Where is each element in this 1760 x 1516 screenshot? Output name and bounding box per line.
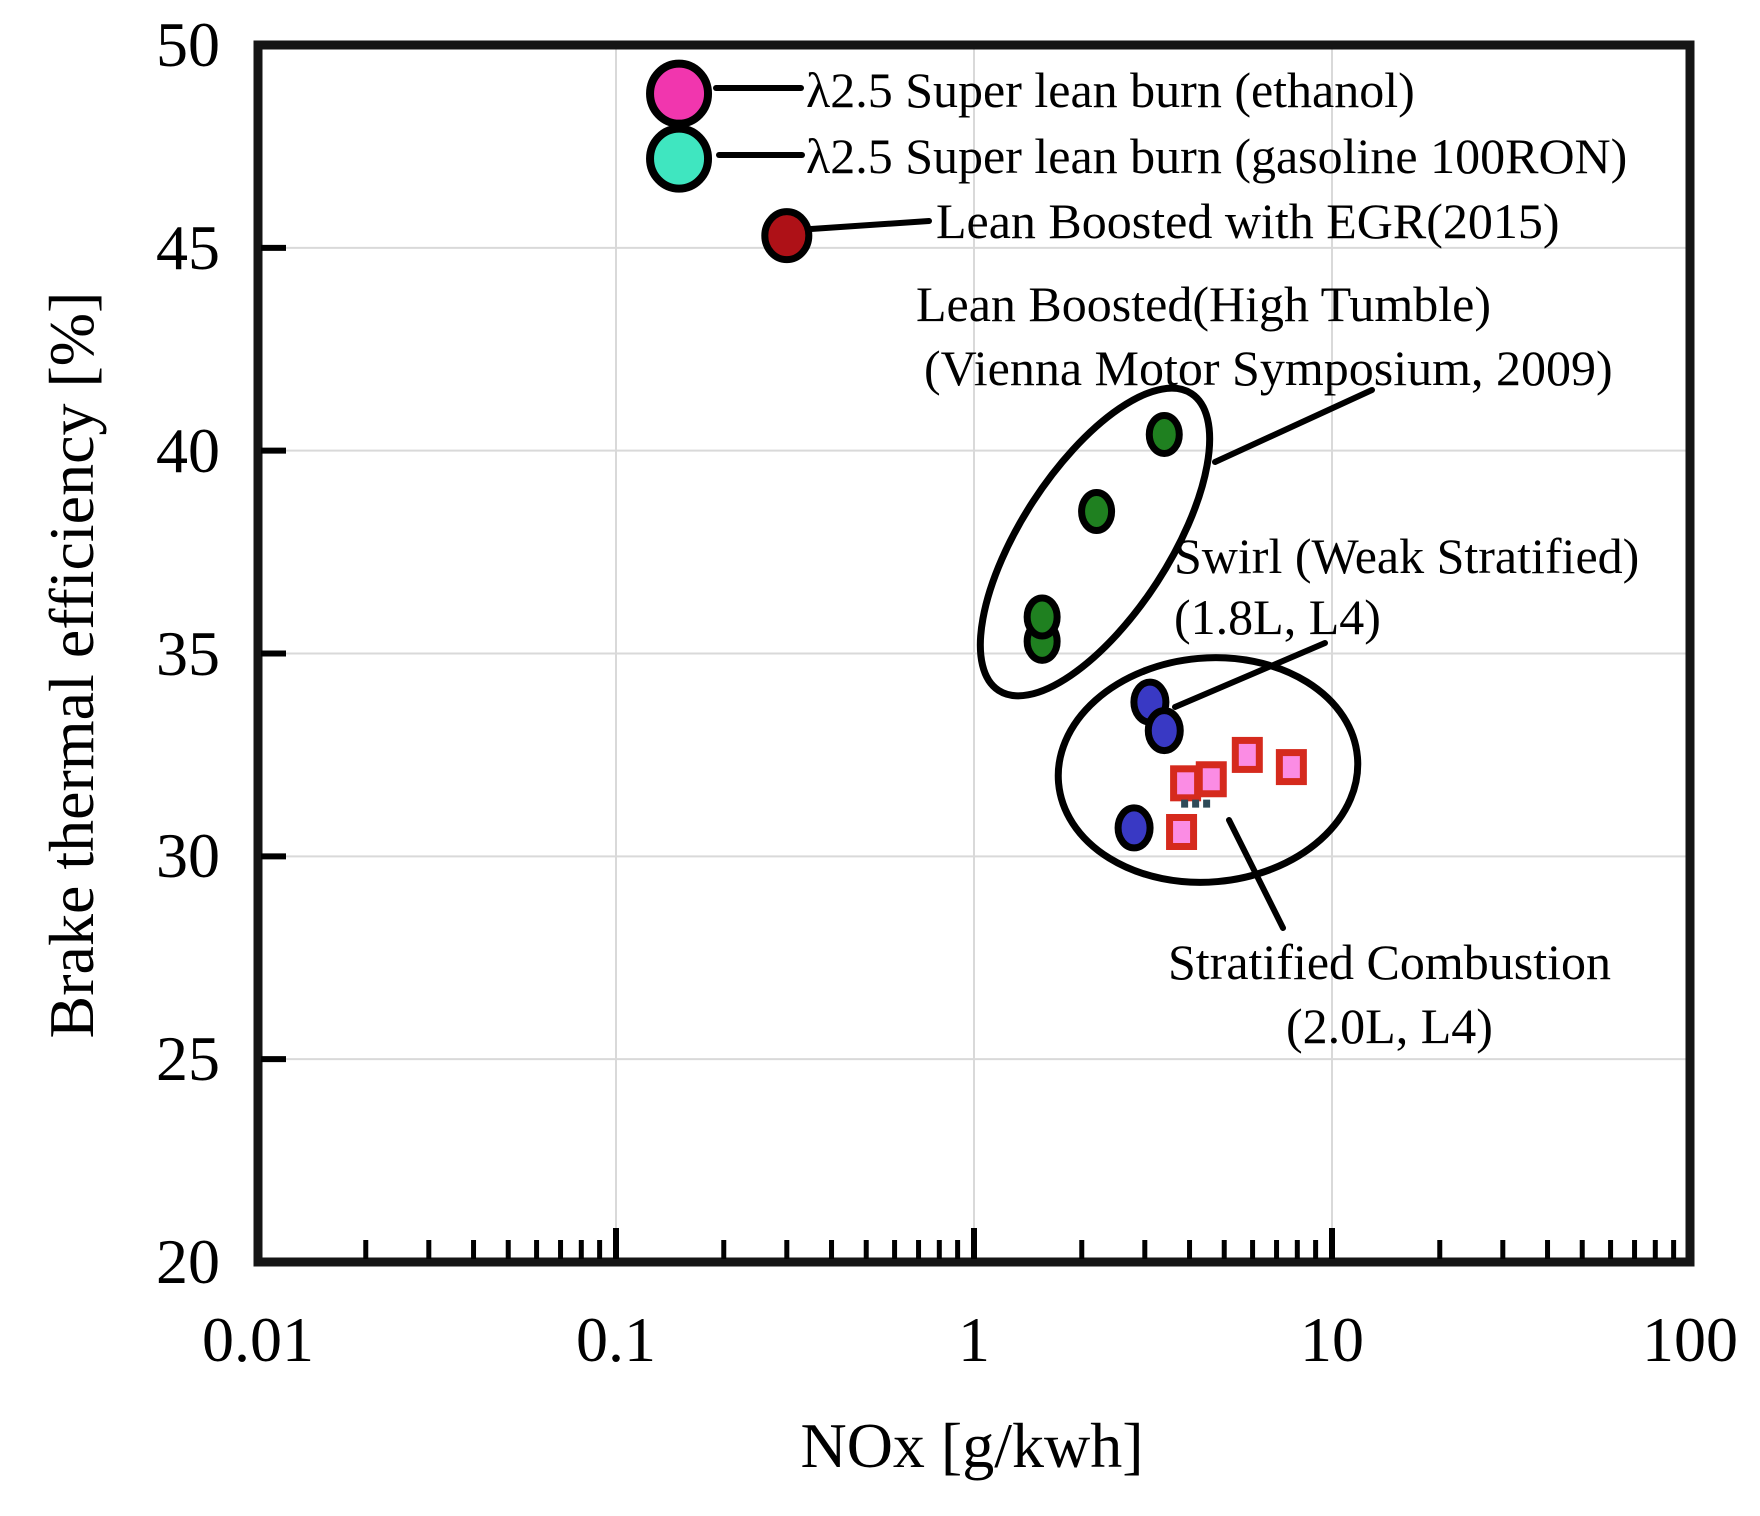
y-tick-label-25: 25 [156, 1023, 220, 1095]
y-tick-label-40: 40 [156, 414, 220, 486]
annotation-lean-boosted-egr: Lean Boosted with EGR(2015) [936, 193, 1560, 249]
x-axis-title: NOx [g/kwh] [800, 1410, 1144, 1481]
annotation-super-lean-burn-ethanol: λ2.5 Super lean burn (ethanol) [806, 62, 1415, 118]
y-tick-label-35: 35 [156, 617, 220, 689]
x-tick-label-100: 100 [1642, 1304, 1738, 1375]
leader-line-lean-boosted-high-tumble [1212, 387, 1375, 465]
annotation-swirl-weak-stratified-line1: Swirl (Weak Stratified) [1174, 528, 1640, 584]
point-stratified-combustion-0 [1170, 765, 1202, 802]
point-egr-0 [761, 208, 813, 264]
x-tick-label-10: 10 [1300, 1304, 1364, 1375]
annotation-super-lean-burn-gasoline: λ2.5 Super lean burn (gasoline 100RON) [806, 128, 1628, 184]
y-tick-label-50: 50 [156, 9, 220, 80]
point-swirl-weak-stratified-2 [1114, 804, 1154, 852]
point-ethanol-0 [646, 59, 713, 128]
point-stratified-combustion-4 [1166, 813, 1198, 850]
plot-border [253, 40, 1695, 1267]
y-tick-label-45: 45 [156, 211, 220, 283]
point-lean-boosted-high-tumble-0 [1145, 411, 1183, 457]
leader-line-stratified-combustion [1226, 817, 1286, 931]
point-stratified-combustion-3 [1275, 749, 1307, 786]
annotation-lean-boosted-high-tumble-line1: Lean Boosted(High Tumble) [916, 276, 1491, 332]
point-swirl-weak-stratified-1 [1144, 707, 1184, 755]
x-tick-label-0.1: 0.1 [576, 1304, 656, 1375]
annotation-lean-boosted-high-tumble-line2: (Vienna Motor Symposium, 2009) [924, 340, 1613, 396]
annotation-stratified-combustion-line2: (2.0L, L4) [1286, 998, 1493, 1054]
point-lean-boosted-high-tumble-3 [1023, 594, 1061, 640]
point-stratified-combustion-2 [1231, 736, 1263, 773]
y-tick-label-30: 30 [156, 820, 220, 892]
cluster-ellipse-lean-boosted-high-tumble [976, 384, 1214, 700]
x-tick-label-1: 1 [958, 1304, 990, 1375]
annotation-stratified-combustion-line1: Stratified Combustion [1168, 934, 1612, 990]
x-tick-label-0.01: 0.01 [202, 1304, 314, 1375]
y-tick-label-20: 20 [156, 1226, 220, 1297]
cluster-ellipse-swirl-and-stratified [1054, 654, 1362, 886]
leader-line-swirl-weak-stratified [1172, 640, 1328, 710]
point-lean-boosted-high-tumble-1 [1078, 489, 1116, 535]
point-stratified-combustion-1 [1195, 761, 1227, 798]
annotation-swirl-weak-stratified-line2: (1.8L, L4) [1174, 589, 1381, 645]
point-gasoline-0 [646, 124, 713, 193]
leader-line-egr [808, 218, 932, 232]
